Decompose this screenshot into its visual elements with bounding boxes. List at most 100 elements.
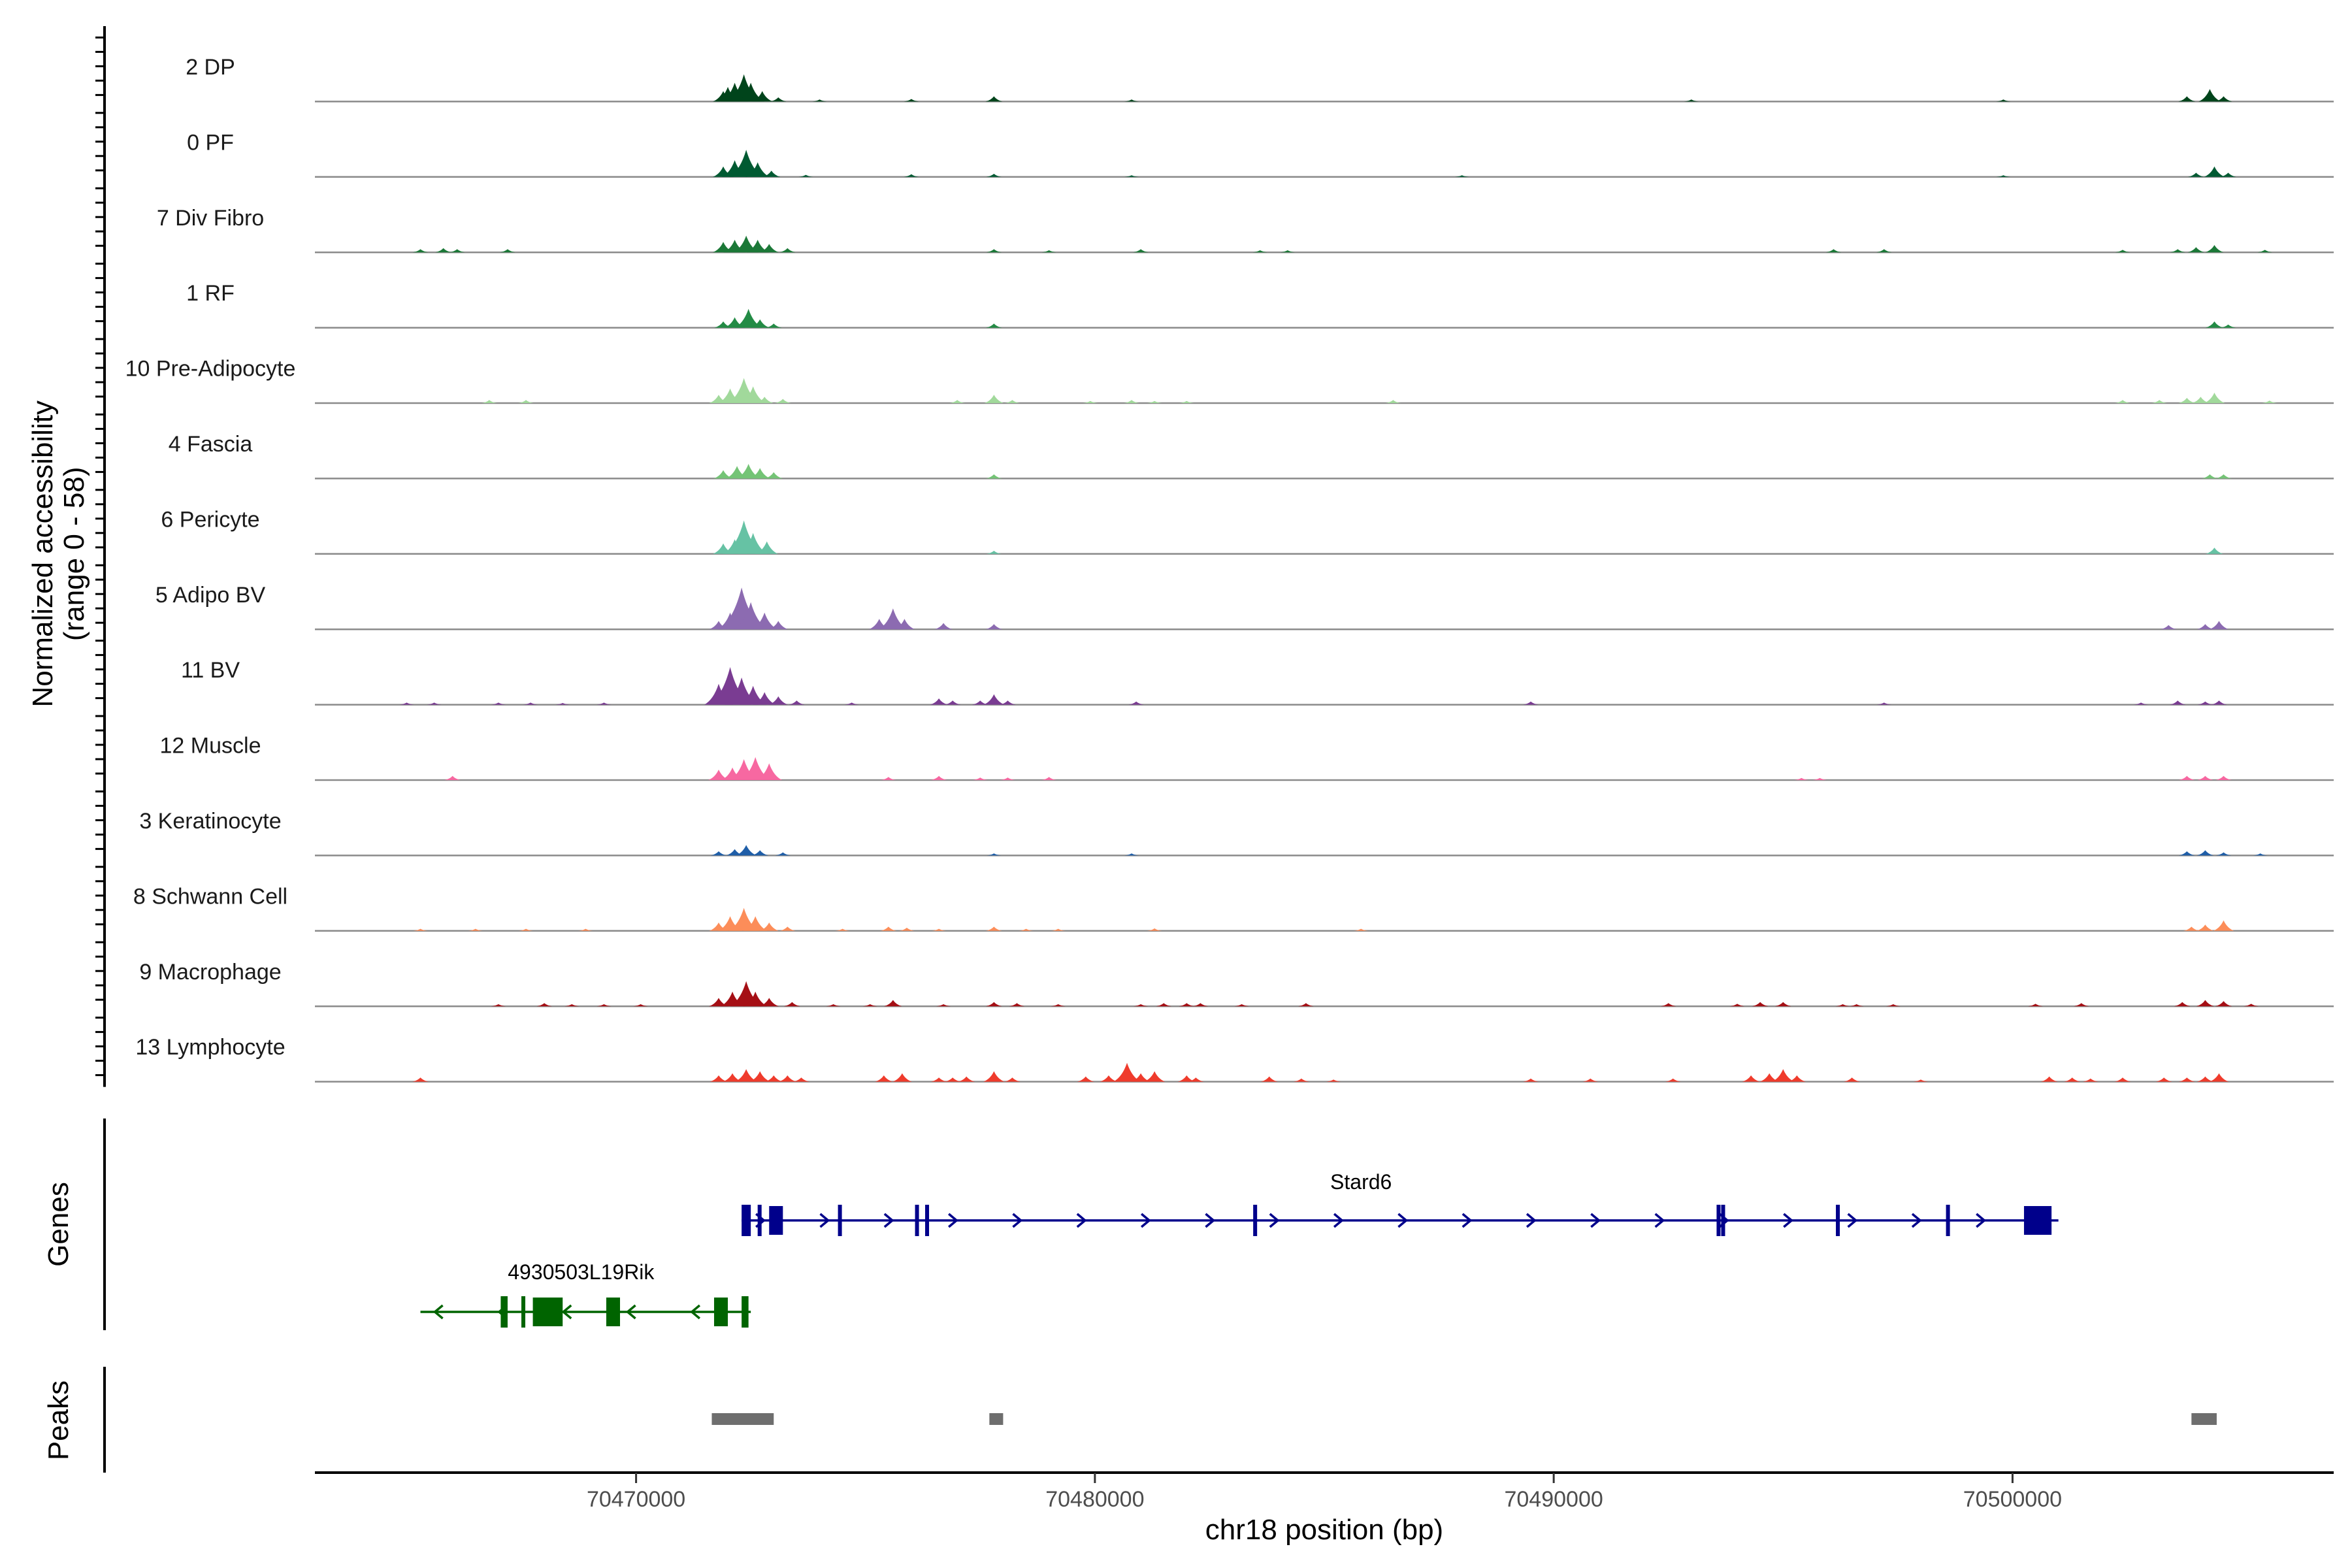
track-label: 11 BV bbox=[181, 658, 240, 683]
y-axis-subtitle: (range 0 - 58) bbox=[58, 467, 90, 642]
coverage-peak bbox=[1326, 1079, 1341, 1082]
coverage-peak bbox=[1187, 1077, 1204, 1082]
coverage-peak bbox=[413, 928, 428, 931]
x-axis-title: chr18 position (bp) bbox=[1205, 1514, 1443, 1546]
coverage-peak bbox=[1128, 701, 1144, 705]
coverage-peak bbox=[1144, 1071, 1166, 1082]
strand-chevron bbox=[1269, 1213, 1280, 1228]
coverage-peak bbox=[904, 99, 919, 102]
coverage-peak bbox=[2187, 247, 2205, 253]
coverage-peak bbox=[555, 703, 570, 705]
track-8-schwann-cell: 8 Schwann Cell bbox=[133, 884, 2334, 932]
coverage-peak bbox=[765, 323, 782, 328]
coverage-peak bbox=[944, 1077, 961, 1082]
strand-chevron bbox=[1012, 1213, 1023, 1228]
peaks-panel: Peaks bbox=[42, 1367, 2217, 1473]
coverage-peak bbox=[468, 928, 483, 931]
track-4-fascia: 4 Fascia bbox=[169, 432, 2334, 480]
coverage-peak bbox=[749, 468, 771, 479]
coverage-peak bbox=[1234, 1004, 1249, 1007]
coverage-peak bbox=[2201, 474, 2218, 479]
coverage-peak bbox=[878, 608, 907, 630]
y-axis bbox=[95, 26, 106, 1087]
coverage-peak bbox=[764, 1075, 783, 1082]
genes-panel: Genes Stard6 4930503L19Rik bbox=[42, 1119, 2059, 1330]
coverage-peak bbox=[983, 694, 1005, 705]
x-ticks: 70470000 70480000 70490000 70500000 bbox=[587, 1473, 2062, 1512]
strand-chevron bbox=[433, 1304, 444, 1320]
coverage-peak bbox=[1179, 400, 1194, 403]
coverage-peak bbox=[1774, 1002, 1791, 1007]
coverage-peak bbox=[1454, 175, 1469, 177]
coverage-peak bbox=[444, 776, 461, 780]
coverage-peak bbox=[518, 400, 534, 403]
coverage-peak bbox=[2205, 245, 2224, 253]
gene-name-label: Stard6 bbox=[1330, 1170, 1392, 1194]
strand-chevron bbox=[1205, 1213, 1216, 1228]
coverage-peak bbox=[783, 1002, 800, 1007]
coverage-peak bbox=[1077, 1076, 1094, 1082]
coverage-peak bbox=[2215, 852, 2232, 856]
strand-chevron bbox=[1847, 1213, 1858, 1228]
coverage-peak bbox=[2198, 89, 2221, 102]
coverage-peak bbox=[749, 1071, 771, 1082]
coverage-peak bbox=[930, 776, 947, 780]
coverage-peak bbox=[738, 532, 768, 554]
coverage-peak bbox=[862, 1004, 877, 1007]
coverage-peak bbox=[1004, 1077, 1021, 1082]
coverage-peak bbox=[2028, 1004, 2043, 1007]
coverage-peak bbox=[2115, 400, 2131, 403]
exon bbox=[1721, 1205, 1725, 1236]
coverage-peak bbox=[986, 249, 1002, 253]
coverage-peak bbox=[1113, 1062, 1141, 1082]
coverage-peak bbox=[1004, 400, 1021, 403]
coverage-peak bbox=[740, 757, 771, 780]
track-1-rf: 1 RF bbox=[186, 281, 2334, 329]
coverage-peak bbox=[768, 621, 789, 630]
coverage-peak bbox=[985, 96, 1003, 102]
coverage-peak bbox=[2262, 400, 2278, 403]
coverage-peak bbox=[2197, 1076, 2214, 1082]
coverage-peak bbox=[1124, 400, 1139, 403]
coverage-peak bbox=[1794, 777, 1809, 780]
coverage-peak bbox=[2220, 324, 2236, 328]
coverage-peak bbox=[944, 700, 961, 705]
track-2-dp: 2 DP bbox=[186, 55, 2334, 103]
coverage-peak bbox=[755, 541, 778, 554]
coverage-peak bbox=[449, 249, 465, 253]
coverage-peak bbox=[708, 770, 729, 780]
coverage-peak bbox=[518, 928, 534, 931]
coverage-peak bbox=[1788, 1075, 1806, 1082]
coverage-peak bbox=[930, 698, 948, 705]
coverage-peak bbox=[2196, 924, 2214, 931]
coverage-peak bbox=[764, 472, 783, 479]
strand-chevron bbox=[1076, 1213, 1087, 1228]
coverage-peak bbox=[734, 308, 762, 328]
coverage-peak bbox=[1133, 1004, 1149, 1007]
y-axis-title: Normalized accessibility bbox=[27, 400, 59, 707]
peaks-title: Peaks bbox=[42, 1380, 74, 1460]
coverage-peak bbox=[774, 399, 791, 403]
coverage-peak bbox=[759, 923, 779, 931]
coverage-peak bbox=[844, 702, 859, 705]
strand-chevron bbox=[1140, 1213, 1151, 1228]
coverage-peak bbox=[762, 171, 781, 177]
coverage-peak bbox=[984, 395, 1004, 403]
coverage-peak bbox=[1684, 99, 1699, 102]
coverage-peak bbox=[1000, 777, 1015, 780]
track-label: 9 Macrophage bbox=[139, 960, 281, 985]
coverage-peak bbox=[1844, 1077, 1861, 1082]
coverage-peak bbox=[2220, 172, 2236, 177]
coverage-peak bbox=[751, 850, 769, 856]
track-3-keratinocyte: 3 Keratinocyte bbox=[139, 809, 2334, 857]
coverage-peak bbox=[2174, 1002, 2191, 1007]
coverage-peak bbox=[633, 1004, 648, 1007]
coverage-peak bbox=[1759, 1073, 1780, 1082]
track-label: 8 Schwann Cell bbox=[133, 884, 287, 909]
coverage-peak bbox=[1124, 175, 1139, 177]
coverage-peak bbox=[1385, 400, 1401, 403]
strand-chevron bbox=[625, 1304, 636, 1320]
coverage-peak bbox=[1124, 99, 1139, 102]
coverage-peak bbox=[1523, 1078, 1539, 1082]
coverage-peak bbox=[1252, 250, 1267, 253]
